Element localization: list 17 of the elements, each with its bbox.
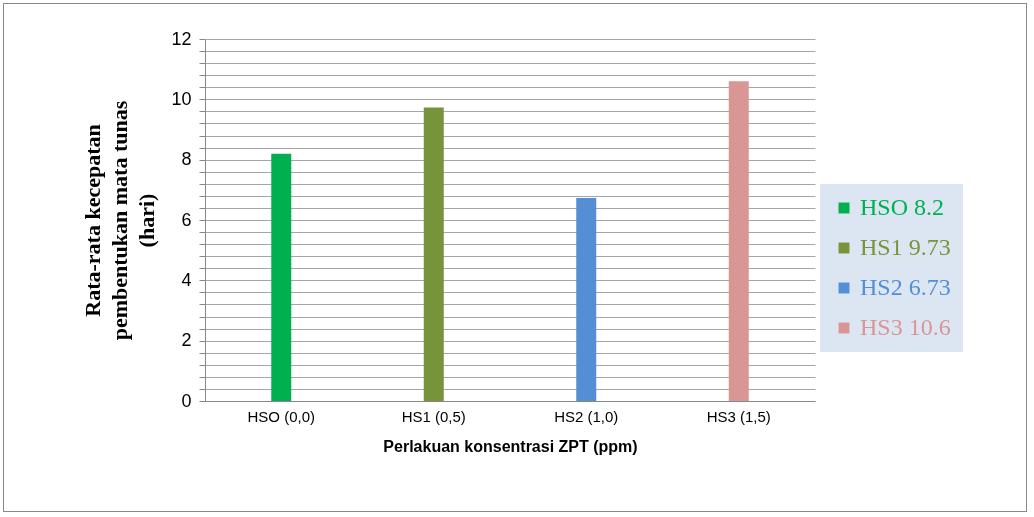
- y-tick-label: 12: [171, 28, 192, 49]
- legend-label: HS2 6.73: [860, 274, 951, 300]
- y-tick-label: 6: [181, 209, 192, 230]
- x-tick-label: HSO (0,0): [247, 407, 316, 425]
- legend-label: HS3 10.6: [860, 314, 951, 340]
- y-tick-label: 2: [181, 330, 192, 351]
- y-axis-title: Rata-rata kecepatan pembentukan mata tunas (hari): [80, 100, 160, 341]
- legend-label: HSO 8.2: [860, 194, 945, 220]
- y-tick-label: 8: [181, 149, 192, 170]
- x-tick-label: HS2 (1,0): [554, 407, 619, 425]
- x-axis-title: Perlakuan konsentrasi ZPT (ppm): [383, 437, 638, 455]
- y-tick-label: 10: [171, 88, 192, 109]
- y-tick-label: 0: [181, 390, 192, 411]
- x-tick-label: HS3 (1,5): [706, 407, 771, 425]
- legend-label: HS1 9.73: [860, 234, 951, 260]
- y-tick-label: 4: [181, 269, 192, 290]
- x-tick-label: HS1 (0,5): [401, 407, 466, 425]
